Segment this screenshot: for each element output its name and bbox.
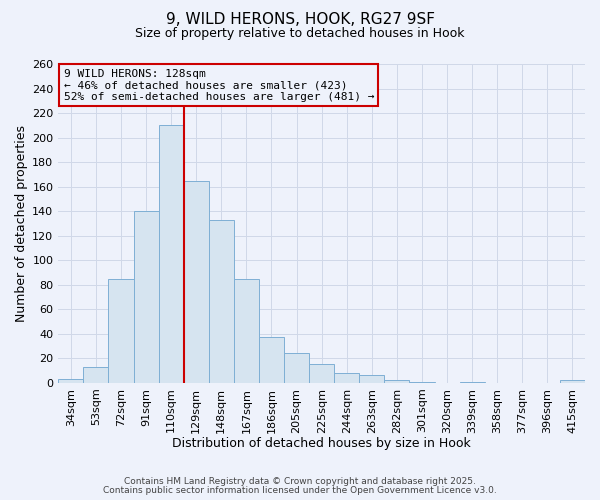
Bar [209, 220, 234, 383]
Bar [234, 278, 259, 383]
Bar [309, 364, 334, 383]
Bar [58, 379, 83, 383]
Text: Contains HM Land Registry data © Crown copyright and database right 2025.: Contains HM Land Registry data © Crown c… [124, 477, 476, 486]
Text: 9 WILD HERONS: 128sqm
← 46% of detached houses are smaller (423)
52% of semi-det: 9 WILD HERONS: 128sqm ← 46% of detached … [64, 69, 374, 102]
Bar [460, 382, 485, 383]
Y-axis label: Number of detached properties: Number of detached properties [15, 125, 28, 322]
Bar [409, 382, 434, 383]
Bar [158, 126, 184, 383]
Bar [134, 211, 158, 383]
Bar [259, 338, 284, 383]
Bar [334, 373, 359, 383]
Bar [109, 278, 134, 383]
Bar [83, 367, 109, 383]
Bar [560, 380, 585, 383]
X-axis label: Distribution of detached houses by size in Hook: Distribution of detached houses by size … [172, 437, 471, 450]
Bar [284, 354, 309, 383]
Bar [184, 180, 209, 383]
Text: Size of property relative to detached houses in Hook: Size of property relative to detached ho… [135, 28, 465, 40]
Text: 9, WILD HERONS, HOOK, RG27 9SF: 9, WILD HERONS, HOOK, RG27 9SF [166, 12, 434, 28]
Text: Contains public sector information licensed under the Open Government Licence v3: Contains public sector information licen… [103, 486, 497, 495]
Bar [385, 380, 409, 383]
Bar [359, 376, 385, 383]
